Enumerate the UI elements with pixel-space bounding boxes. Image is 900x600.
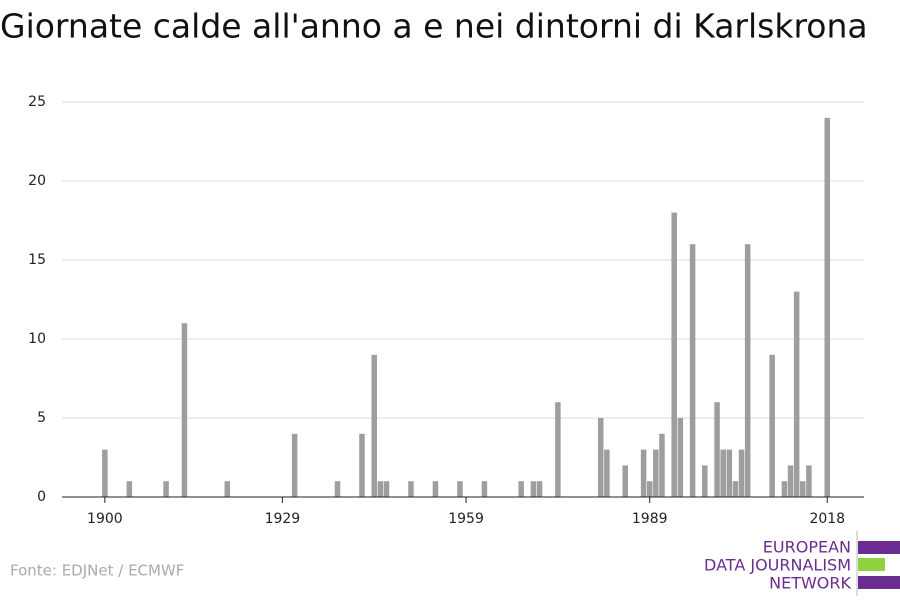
bar bbox=[732, 481, 739, 497]
bar bbox=[371, 354, 377, 497]
bar bbox=[334, 481, 341, 497]
bar bbox=[702, 465, 708, 497]
bar bbox=[787, 465, 794, 497]
bar bbox=[659, 433, 665, 497]
bar bbox=[377, 481, 384, 497]
bar bbox=[640, 449, 647, 497]
bar bbox=[714, 402, 720, 497]
source: Fonte: EDJNet / ECMWF bbox=[10, 562, 184, 580]
bar bbox=[181, 323, 188, 497]
bar bbox=[408, 481, 414, 497]
bar bbox=[738, 449, 745, 497]
bar bbox=[604, 449, 610, 497]
x-tick-label: 1900 bbox=[87, 511, 123, 527]
bar bbox=[806, 465, 812, 497]
bar bbox=[481, 481, 488, 497]
y-tick-label: 10 bbox=[28, 331, 46, 347]
bar bbox=[769, 354, 775, 497]
bar bbox=[824, 117, 831, 498]
bar bbox=[518, 481, 524, 497]
chart-title: Giornate calde all'anno a e nei dintorni… bbox=[0, 7, 868, 46]
bar bbox=[781, 481, 788, 497]
bar bbox=[359, 433, 365, 497]
bar bbox=[291, 433, 298, 497]
logo-text: NETWORK bbox=[769, 574, 851, 593]
x-tick-label: 1989 bbox=[632, 511, 668, 527]
bar bbox=[457, 481, 463, 497]
bar bbox=[102, 449, 108, 497]
bar bbox=[126, 481, 133, 497]
x-tick-label: 1929 bbox=[265, 511, 301, 527]
logo-bar bbox=[858, 558, 885, 571]
x-tick-label: 2018 bbox=[809, 511, 845, 527]
bar bbox=[536, 481, 543, 497]
bar bbox=[163, 481, 169, 497]
bar bbox=[622, 465, 628, 497]
y-tick-label: 15 bbox=[28, 252, 46, 268]
bar bbox=[646, 481, 653, 497]
y-tick-label: 25 bbox=[28, 94, 46, 110]
bar bbox=[800, 481, 806, 497]
y-tick-label: 0 bbox=[37, 489, 46, 505]
bar bbox=[671, 212, 677, 497]
bar bbox=[793, 291, 800, 497]
bar bbox=[689, 244, 696, 497]
logo-bar bbox=[858, 576, 900, 589]
logo-text: EUROPEAN bbox=[763, 538, 851, 557]
y-tick-label: 5 bbox=[37, 410, 46, 426]
bar bbox=[720, 449, 726, 497]
x-tick-label: 1959 bbox=[448, 511, 484, 527]
y-tick-label: 20 bbox=[28, 173, 46, 189]
bar bbox=[555, 402, 561, 497]
bar bbox=[432, 481, 439, 497]
bar bbox=[597, 418, 604, 497]
bar bbox=[530, 481, 537, 497]
logo-bar bbox=[858, 541, 900, 554]
bar bbox=[677, 418, 684, 497]
bar bbox=[653, 449, 659, 497]
logo-text: DATA JOURNALISM bbox=[704, 556, 851, 575]
bar bbox=[744, 244, 751, 497]
bar bbox=[383, 481, 390, 497]
bar bbox=[726, 449, 733, 497]
bar bbox=[224, 481, 231, 497]
